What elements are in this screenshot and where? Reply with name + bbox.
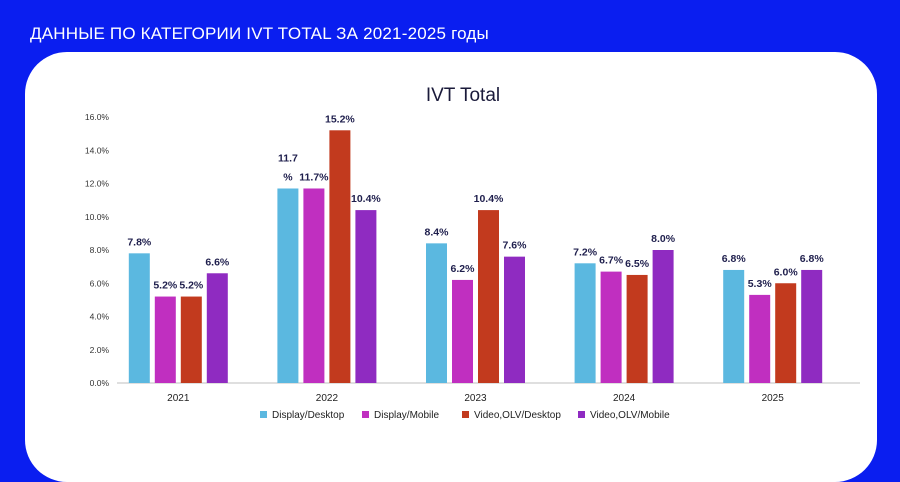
legend-swatch — [578, 411, 585, 418]
data-label: 5.2% — [153, 280, 178, 292]
data-label: 6.6% — [205, 256, 230, 268]
bar — [723, 269, 745, 383]
bars — [128, 130, 823, 383]
bar — [478, 210, 499, 383]
data-label: 8.0% — [651, 233, 676, 245]
bar — [626, 274, 648, 383]
y-tick-label: 0.0% — [90, 378, 110, 388]
bar — [426, 243, 447, 383]
legend-swatch — [260, 411, 267, 418]
data-label: 11.7% — [299, 171, 329, 183]
slide-title: ДАННЫЕ ПО КАТЕГОРИИ IVT TOTAL ЗА 2021-20… — [30, 24, 489, 43]
x-tick-label: 2022 — [316, 393, 339, 404]
y-tick-label: 6.0% — [90, 278, 110, 288]
legend-label: Video,OLV/Mobile — [590, 410, 670, 421]
data-label: 7.2% — [573, 246, 598, 258]
x-tick-label: 2024 — [613, 393, 636, 404]
bar — [128, 253, 150, 383]
bar — [652, 250, 674, 383]
data-label: 6.7% — [599, 255, 624, 267]
y-tick-label: 14.0% — [85, 145, 110, 155]
bar — [277, 188, 299, 383]
bar — [504, 256, 525, 383]
data-label: 10.4% — [351, 193, 381, 205]
y-tick-label: 4.0% — [90, 312, 110, 322]
bar — [180, 296, 202, 383]
bar — [801, 269, 823, 383]
data-label: 15.2% — [325, 113, 355, 125]
legend-label: Display/Desktop — [272, 410, 345, 421]
bar — [206, 273, 228, 383]
x-tick-label: 2025 — [762, 393, 785, 404]
y-tick-label: 8.0% — [90, 245, 110, 255]
chart-title: IVT Total — [426, 85, 500, 106]
legend-swatch — [362, 411, 369, 418]
x-tick-label: 2023 — [464, 393, 487, 404]
data-labels: 7.8%5.2% 5.2%6.6%11.7% 11.7%15.2%10.4%8.4%… — [127, 113, 824, 291]
bar — [749, 294, 771, 383]
data-label: 7.6% — [503, 240, 528, 252]
y-tick-label: 2.0% — [90, 345, 110, 355]
legend-swatch — [462, 411, 469, 418]
data-label: 11.7 — [278, 152, 298, 164]
legend: Display/Desktop Display/Mobile Video,OLV/D… — [260, 410, 670, 421]
bar — [355, 210, 377, 383]
x-tick-label: 2021 — [167, 393, 190, 404]
bar — [775, 283, 797, 383]
y-tick-label: 16.0% — [85, 112, 110, 122]
data-label: 6.8% — [722, 253, 747, 265]
data-label: 6.5% — [625, 258, 650, 270]
bar — [452, 279, 473, 383]
bar — [154, 296, 176, 383]
data-label: 6.8% — [800, 253, 825, 265]
data-label: 5.3% — [748, 278, 773, 290]
bar — [600, 271, 622, 383]
data-label: 8.4% — [425, 226, 450, 238]
bar-chart: IVT Total 0.0% 2.0% 4.0% 6.0% 8.0% 10.0% 12.0%… — [85, 85, 860, 421]
legend-label: Display/Mobile — [374, 410, 439, 421]
data-label: 6.0% — [774, 266, 799, 278]
chart-card — [25, 52, 877, 482]
y-tick-label: 12.0% — [85, 179, 110, 189]
data-label: 5.2% — [179, 280, 204, 292]
data-label: 7.8% — [127, 236, 152, 248]
data-label: % — [283, 171, 293, 183]
bar — [303, 188, 325, 383]
data-label: 10.4% — [474, 193, 504, 205]
bar — [329, 130, 351, 383]
data-label: 6.2% — [451, 263, 476, 275]
legend-label: Video,OLV/Desktop — [474, 410, 561, 421]
bar — [574, 263, 596, 383]
y-tick-label: 10.0% — [85, 212, 110, 222]
